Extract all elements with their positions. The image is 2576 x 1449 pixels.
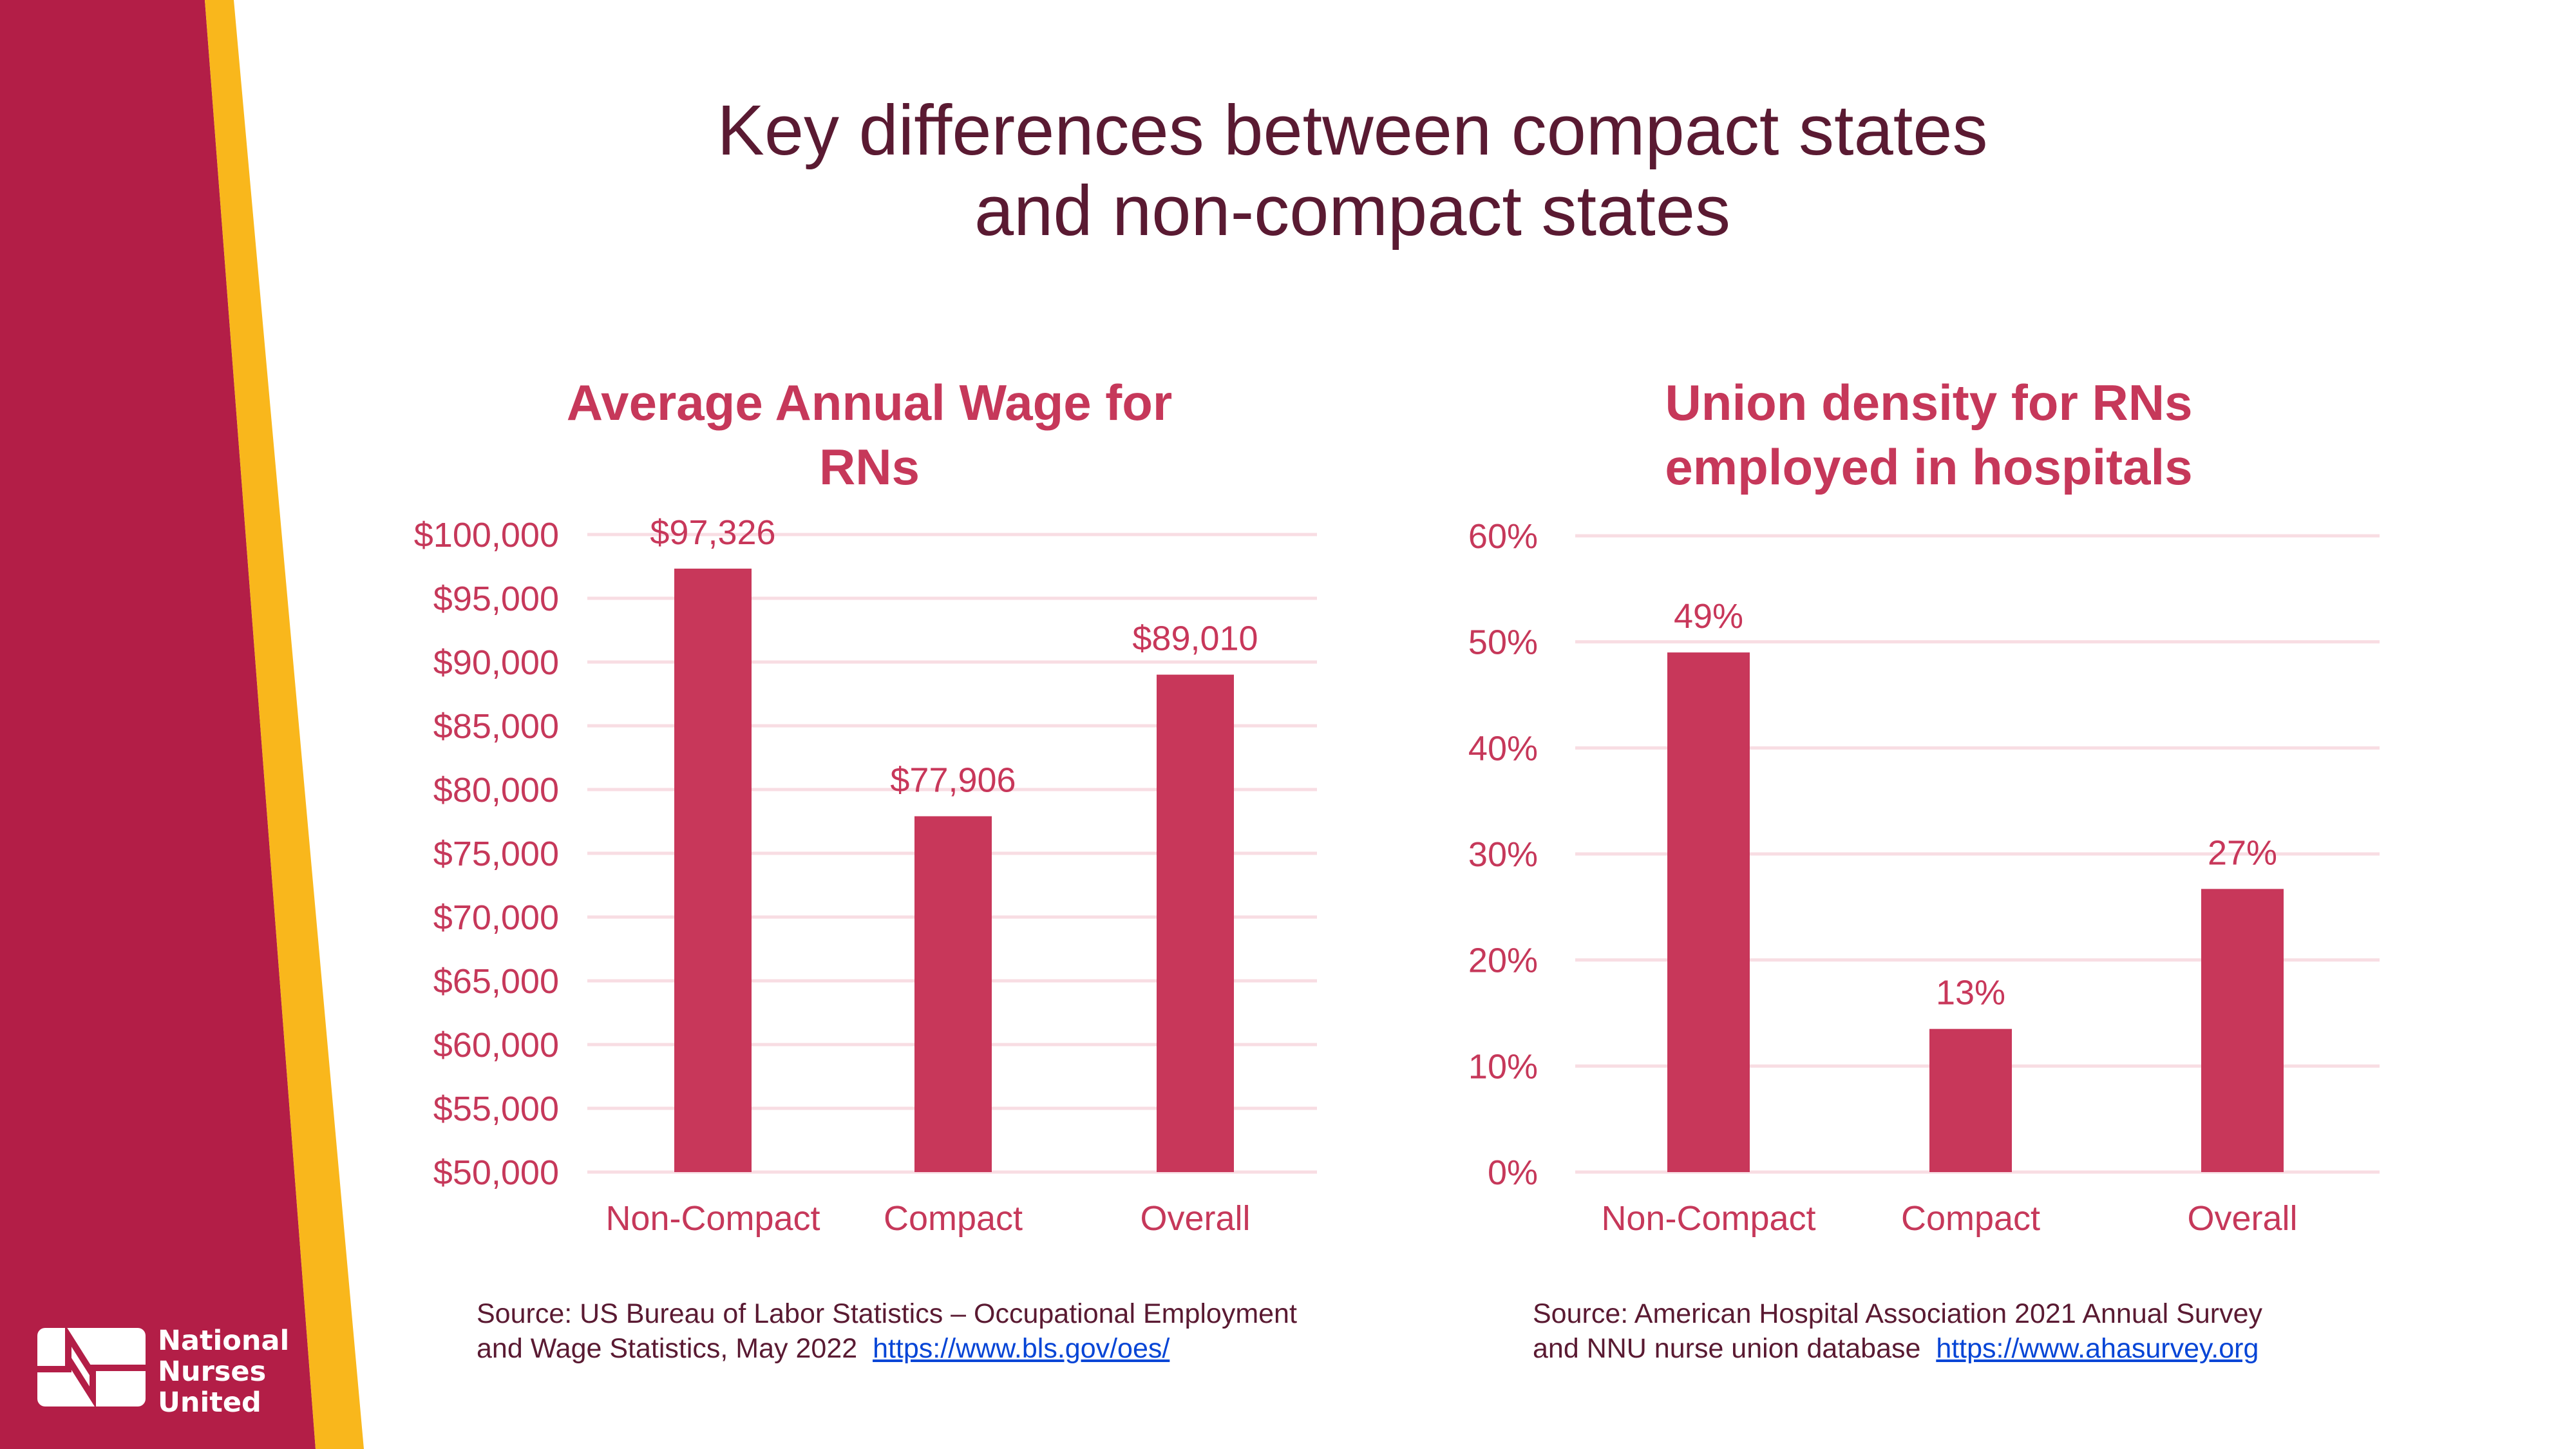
wage-bar-overall (1157, 674, 1234, 1172)
wage-bar-non-compact (674, 568, 752, 1172)
union-data-label: 13% (1936, 974, 2005, 1012)
wage-y-tick-label: $100,000 (414, 516, 559, 554)
wage-y-tick-label: $65,000 (433, 962, 559, 1001)
aha-source-link[interactable]: https://www.ahasurvey.org (1936, 1333, 2259, 1364)
logo-text-line-3: United (158, 1387, 261, 1419)
wage-chart-title-line-2: RNs (819, 439, 920, 495)
union-y-tick-label: 50% (1468, 623, 1538, 662)
union-data-label: 49% (1674, 597, 1743, 636)
union-chart-title-line-1: Union density for RNs (1665, 374, 2193, 431)
wage-y-tick-label: $60,000 (433, 1026, 559, 1065)
wage-y-tick-label: $70,000 (433, 898, 559, 937)
brand-red-band (0, 0, 316, 1449)
union-y-tick-label: 30% (1468, 835, 1538, 874)
union-bar-compact (1929, 1028, 2012, 1172)
wage-data-label: $89,010 (1132, 620, 1258, 658)
union-x-category-label: Compact (1901, 1199, 2040, 1238)
logo-text-line-2: Nurses (158, 1356, 267, 1388)
union-y-tick-label: 20% (1468, 942, 1538, 980)
union-x-category-label: Overall (2187, 1199, 2297, 1238)
union-bar-overall (2201, 889, 2284, 1172)
wage-y-tick-label: $90,000 (433, 643, 559, 682)
union-y-tick-label: 0% (1488, 1153, 1538, 1192)
wage-y-tick-label: $50,000 (433, 1153, 559, 1192)
union-source-line-1: Source: American Hospital Association 20… (1533, 1298, 2262, 1329)
union-y-tick-label: 40% (1468, 729, 1538, 768)
wage-chart-title-line-1: Average Annual Wage for (566, 374, 1173, 431)
wage-chart-title: Average Annual Wage for RNs (502, 370, 1236, 499)
slide-title: Key differences between compact states a… (386, 90, 2318, 251)
union-source-note: Source: American Hospital Association 20… (1533, 1296, 2262, 1366)
union-chart-title-line-2: employed in hospitals (1665, 439, 2193, 495)
wage-x-category-label: Non-Compact (605, 1199, 820, 1238)
union-x-category-label: Non-Compact (1601, 1199, 1815, 1238)
wage-source-note: Source: US Bureau of Labor Statistics – … (477, 1296, 1297, 1366)
wage-source-line-2: and Wage Statistics, May 2022 (477, 1333, 858, 1364)
wage-y-tick-label: $85,000 (433, 707, 559, 746)
wage-y-tick-label: $55,000 (433, 1090, 559, 1128)
union-y-tick-label: 60% (1468, 517, 1538, 556)
wage-y-tick-label: $80,000 (433, 771, 559, 810)
wage-bar-compact (914, 816, 992, 1172)
bls-source-link[interactable]: https://www.bls.gov/oes/ (873, 1333, 1170, 1364)
nnu-logo-icon (37, 1328, 146, 1406)
slide-title-line-2: and non-compact states (974, 171, 1730, 251)
wage-source-line-1: Source: US Bureau of Labor Statistics – … (477, 1298, 1297, 1329)
slide-title-line-1: Key differences between compact states (717, 91, 1988, 170)
union-bar-non-compact (1667, 652, 1750, 1172)
wage-y-tick-label: $95,000 (433, 580, 559, 618)
nnu-logo-wordmark: National Nurses United (158, 1325, 289, 1418)
logo-text-line-1: National (158, 1325, 290, 1357)
wage-x-category-label: Compact (884, 1199, 1023, 1238)
union-data-label: 27% (2208, 833, 2277, 872)
wage-y-tick-label: $75,000 (433, 835, 559, 873)
brand-yellow-stripe (205, 0, 364, 1449)
union-source-line-2: and NNU nurse union database (1533, 1333, 1921, 1364)
union-y-tick-label: 10% (1468, 1047, 1538, 1086)
wage-x-category-label: Overall (1140, 1199, 1250, 1238)
wage-data-label: $77,906 (890, 761, 1016, 799)
wage-data-label: $97,326 (650, 513, 775, 552)
union-chart-title: Union density for RNs employed in hospit… (1565, 370, 2293, 499)
